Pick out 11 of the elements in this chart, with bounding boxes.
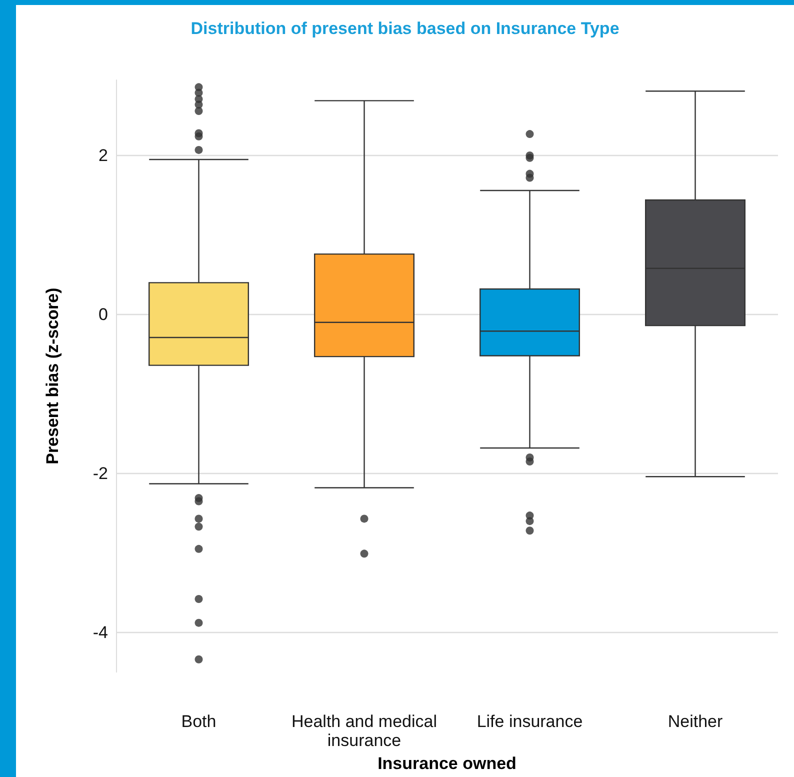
x-axis-title: Insurance owned bbox=[378, 754, 516, 773]
y-axis-title: Present bias (z-score) bbox=[43, 288, 62, 464]
y-tick-label: -4 bbox=[92, 622, 108, 642]
x-tick-label: Both bbox=[181, 712, 216, 732]
x-tick-label: Neither bbox=[668, 712, 723, 732]
chart-title: Distribution of present bias based on Insurance Type bbox=[190, 19, 620, 38]
y-tick-label: 2 bbox=[98, 146, 108, 166]
y-tick-label: -2 bbox=[92, 464, 108, 483]
x-tick-label: Life insurance bbox=[476, 712, 583, 732]
y-tick-label: 0 bbox=[98, 304, 108, 324]
x-tick-label: Health and medical insurance bbox=[291, 712, 438, 750]
